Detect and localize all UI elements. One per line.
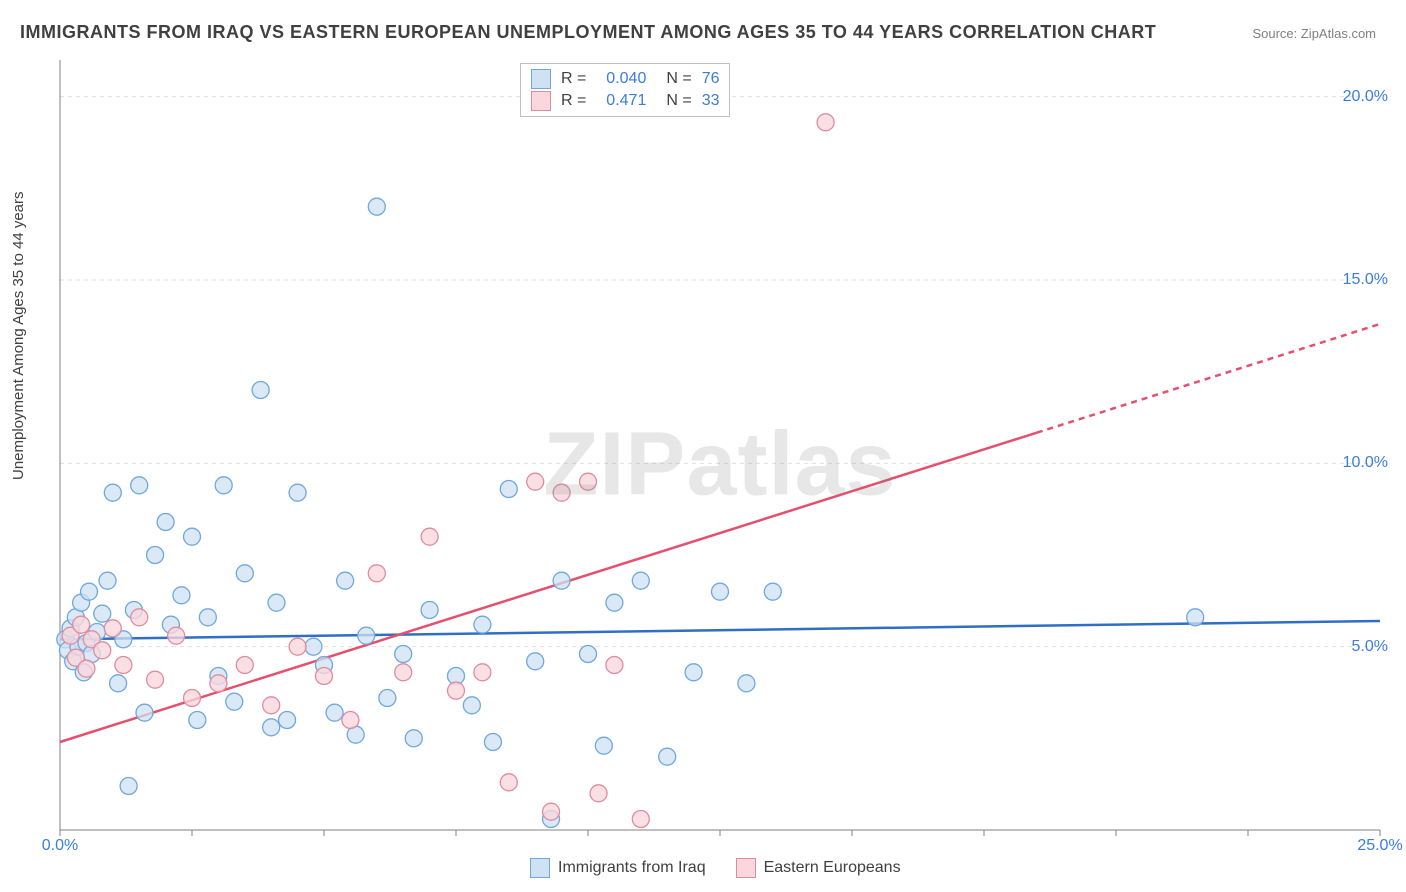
legend-item: Immigrants from Iraq	[530, 858, 706, 878]
legend-r-value: 0.040	[596, 68, 646, 90]
y-tick-label: 5.0%	[1352, 638, 1388, 656]
chart-container: IMMIGRANTS FROM IRAQ VS EASTERN EUROPEAN…	[0, 0, 1406, 892]
chart-area: ZIPatlas R =0.040N =76R =0.471N =33 Immi…	[50, 60, 1390, 880]
legend-item: Eastern Europeans	[736, 858, 901, 878]
legend-swatch	[736, 858, 756, 878]
legend-n-label: N =	[666, 68, 691, 90]
y-tick-label: 10.0%	[1343, 454, 1388, 472]
legend-r-label: R =	[561, 68, 586, 90]
legend-n-value: 76	[702, 68, 720, 90]
x-tick-label: 0.0%	[42, 837, 78, 855]
legend-n-label: N =	[666, 90, 691, 112]
x-tick-label: 25.0%	[1357, 837, 1402, 855]
scatter-plot-svg	[50, 60, 1390, 880]
series-legend: Immigrants from Iraq Eastern Europeans	[530, 858, 901, 878]
y-tick-label: 15.0%	[1343, 271, 1388, 289]
legend-r-label: R =	[561, 90, 586, 112]
legend-swatch	[531, 69, 551, 89]
y-tick-label: 20.0%	[1343, 88, 1388, 106]
y-axis-label: Unemployment Among Ages 35 to 44 years	[10, 191, 27, 480]
legend-label: Eastern Europeans	[764, 859, 901, 877]
chart-title: IMMIGRANTS FROM IRAQ VS EASTERN EUROPEAN…	[20, 22, 1156, 43]
legend-row: R = 0.040 N = 76	[531, 68, 719, 90]
correlation-legend: R = 0.040 N = 76 R = 0.471 N = 33	[520, 63, 730, 117]
legend-row: R = 0.471 N = 33	[531, 90, 719, 112]
legend-label: Immigrants from Iraq	[558, 859, 706, 877]
legend-swatch	[531, 91, 551, 111]
source-credit: Source: ZipAtlas.com	[1252, 26, 1376, 41]
legend-swatch	[530, 858, 550, 878]
legend-r-value: 0.471	[596, 90, 646, 112]
legend-n-value: 33	[702, 90, 720, 112]
